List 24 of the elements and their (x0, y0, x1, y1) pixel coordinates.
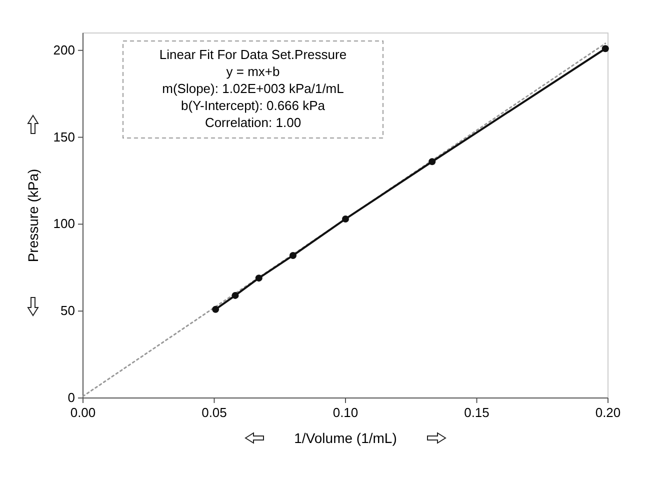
y-tick-label: 50 (60, 303, 75, 318)
point (342, 215, 349, 222)
x-tick-label: 0.15 (464, 405, 490, 420)
y-tick-label: 0 (68, 390, 75, 405)
x-tick-label: 0.10 (332, 405, 358, 420)
point (428, 158, 436, 166)
x-tick-label: 0.00 (70, 405, 96, 420)
point (602, 45, 609, 52)
point (232, 292, 239, 299)
point (290, 252, 296, 259)
y-tick-label: 200 (53, 42, 75, 58)
x-tick-label: 0.05 (202, 405, 227, 420)
y-tick-label: 150 (53, 129, 75, 144)
x-tick-label: 0.20 (595, 405, 621, 420)
x-axis-title: 1/Volume (1/mL) (294, 430, 397, 446)
point (212, 306, 220, 313)
annotation: Correlation: 1.00 (204, 115, 302, 130)
annotation: b(Y-Intercept): 0.666 kPa (180, 98, 326, 113)
annotation: m(Slope): 1.02E+003 kPa/1/mL (162, 81, 344, 96)
y-tick-label: 100 (53, 216, 75, 232)
y-axis-title: Pressure (kPa) (25, 168, 41, 262)
annotation: Linear Fit For Data Set.Pressure (159, 47, 347, 62)
annotation: y = mx+b (226, 64, 280, 79)
point (255, 274, 262, 282)
